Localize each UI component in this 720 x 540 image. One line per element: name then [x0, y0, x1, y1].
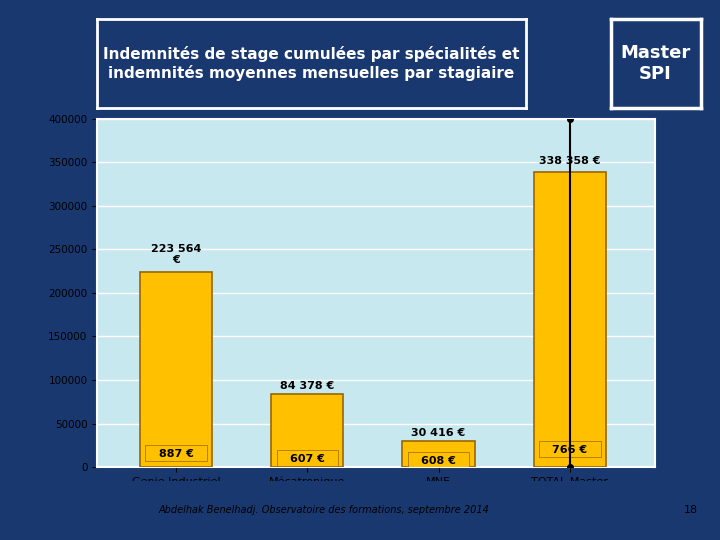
Text: Indemnités de stage cumulées par spécialités et
indemnités moyennes mensuelles p: Indemnités de stage cumulées par spécial…	[103, 46, 520, 81]
FancyBboxPatch shape	[539, 441, 600, 457]
Text: 887 €: 887 €	[158, 449, 194, 459]
Text: 18: 18	[684, 505, 698, 515]
Bar	[402, 441, 474, 467]
Text: 338 358 €: 338 358 €	[539, 156, 600, 165]
Bar	[271, 394, 343, 467]
Text: 766 €: 766 €	[552, 445, 588, 455]
FancyBboxPatch shape	[145, 445, 207, 461]
Bar	[140, 273, 212, 467]
Bar	[534, 172, 606, 467]
Text: 223 564
€: 223 564 €	[150, 244, 201, 266]
Text: 607 €: 607 €	[290, 454, 325, 464]
Text: 84 378 €: 84 378 €	[280, 381, 334, 391]
Text: Abdelhak Benelhadj. Observatoire des formations, septembre 2014: Abdelhak Benelhadj. Observatoire des for…	[158, 505, 490, 515]
FancyBboxPatch shape	[408, 452, 469, 468]
Text: 608 €: 608 €	[421, 456, 456, 465]
FancyBboxPatch shape	[276, 450, 338, 465]
Text: Master
SPI: Master SPI	[621, 44, 690, 83]
Text: 30 416 €: 30 416 €	[411, 428, 466, 438]
